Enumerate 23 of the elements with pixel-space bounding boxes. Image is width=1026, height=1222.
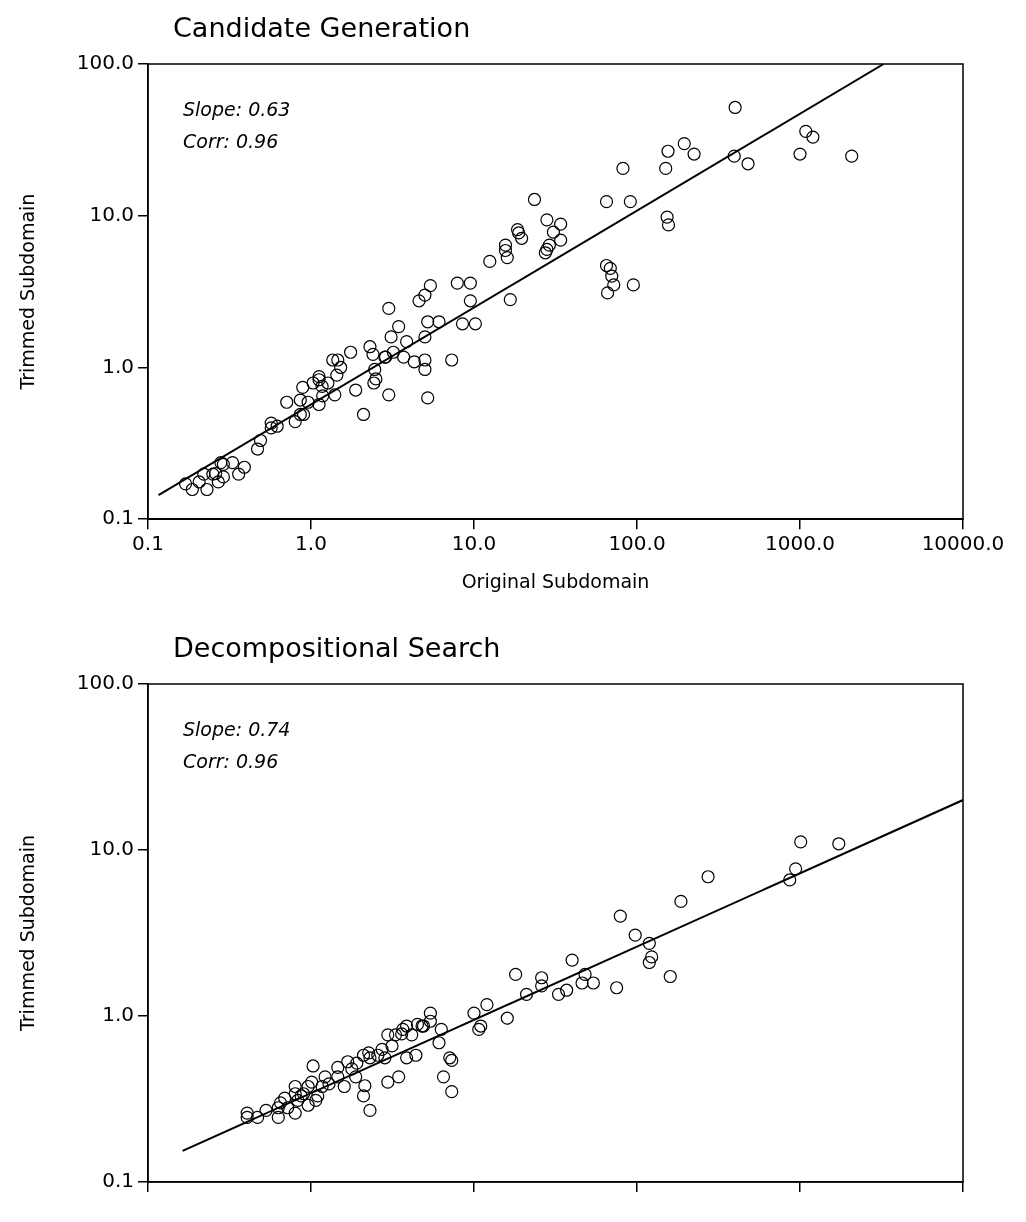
annotation: Corr: 0.96 (183, 130, 279, 153)
y-tick-label: 0.1 (102, 505, 134, 530)
annotation: Corr: 0.96 (183, 750, 279, 773)
y-axis-title: Trimmed Subdomain (16, 834, 39, 1033)
y-tick-label: 10.0 (89, 201, 134, 226)
y-tick-label: 1.0 (102, 353, 134, 378)
chart-title: Candidate Generation (172, 11, 472, 45)
y-axis-title: Trimmed Subdomain (16, 193, 39, 391)
x-tick-label: 10000.0 (921, 531, 1005, 556)
x-tick-label: 1000.0 (765, 531, 835, 556)
y-tick-label: 100.0 (76, 50, 134, 75)
x-axis-title: Original Subdomain (461, 569, 650, 592)
y-tick-label: 1.0 (102, 1002, 134, 1027)
x-tick-label: 100.0 (608, 531, 666, 556)
x-tick-label: 1.0 (295, 531, 327, 556)
y-tick-label: 10.0 (89, 836, 134, 861)
chart-title: Decompositional Search (172, 631, 502, 665)
annotation: Slope: 0.63 (183, 98, 291, 121)
x-tick-label: 10.0 (451, 531, 497, 556)
y-tick-label: 0.1 (102, 1168, 134, 1193)
x-tick-label: 0.1 (132, 531, 164, 556)
y-tick-label: 100.0 (76, 670, 134, 695)
annotation: Slope: 0.74 (183, 718, 291, 741)
